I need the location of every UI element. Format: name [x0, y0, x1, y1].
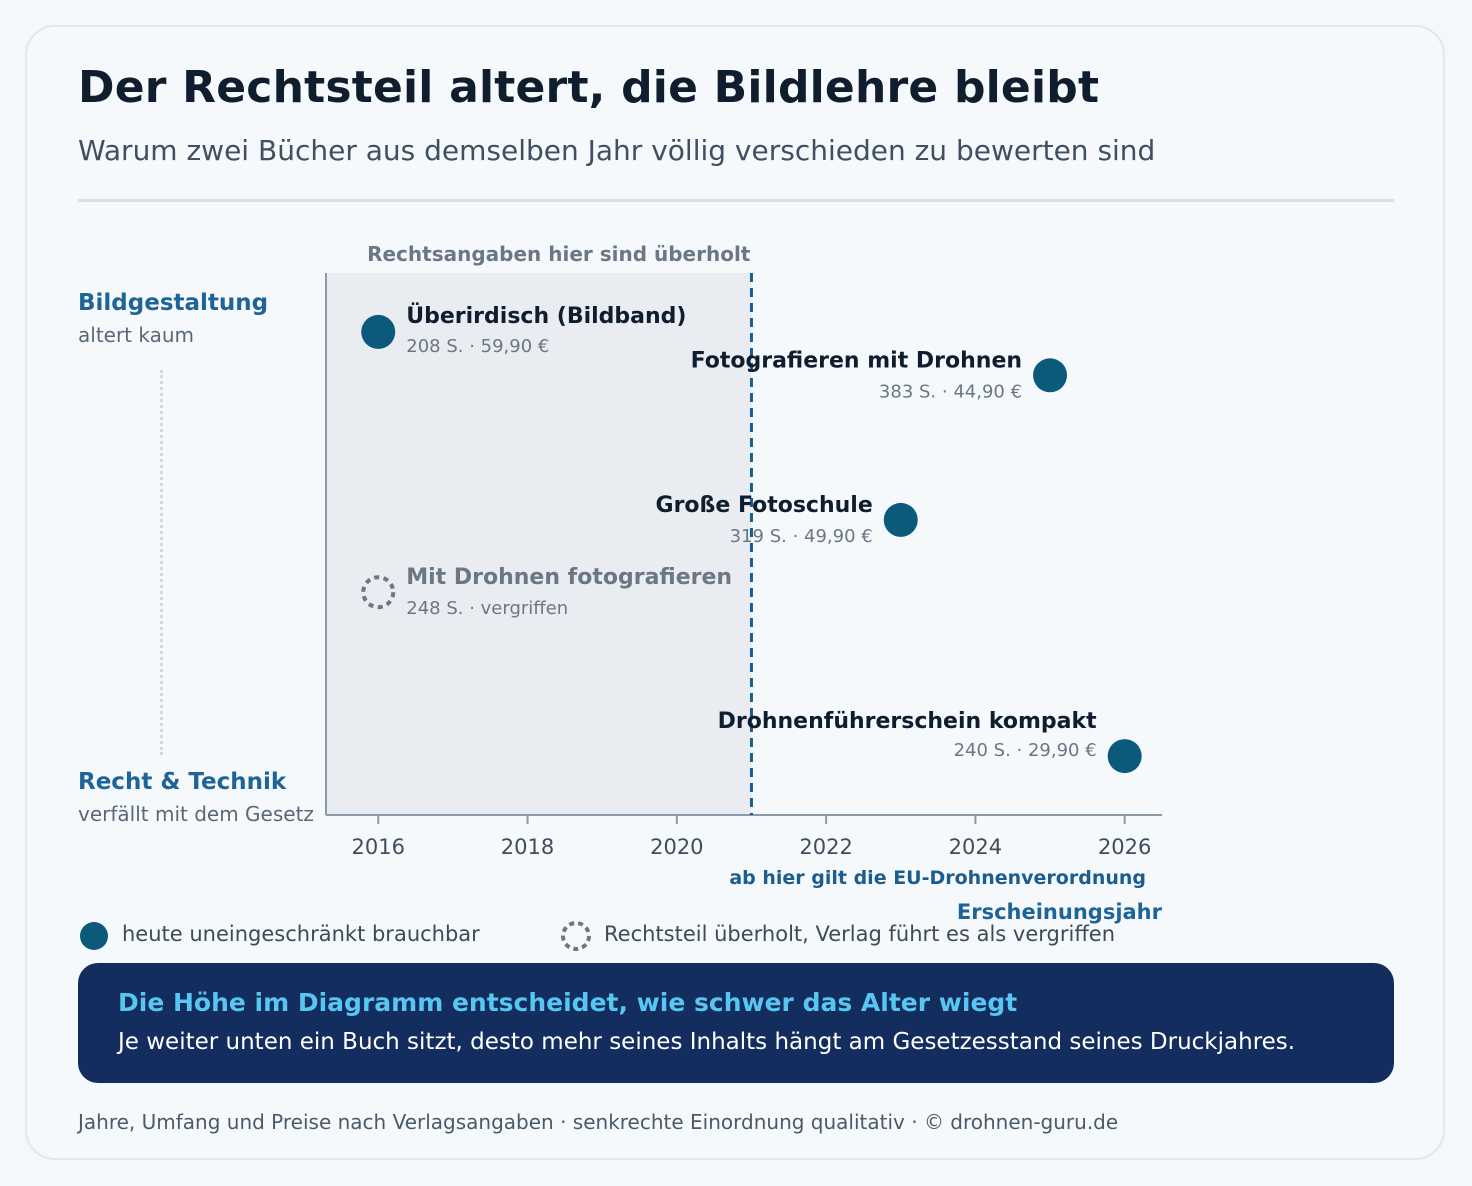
- y-axis-bottom-label: Recht & Technik: [78, 769, 287, 795]
- book-point: [883, 502, 918, 537]
- page-subtitle: Warum zwei Bücher aus demselben Jahr völ…: [78, 134, 1156, 167]
- book-detail-label: 248 S. · vergriffen: [406, 598, 568, 619]
- book-title-label: Überirdisch (Bildband): [406, 303, 686, 329]
- header-divider: [78, 199, 1394, 202]
- y-axis-top-sub: altert kaum: [78, 323, 195, 347]
- book-detail-label: 208 S. · 59,90 €: [406, 336, 549, 357]
- legend-out-of-print-label: Rechtsteil überholt, Verlag führt es als…: [604, 922, 1116, 946]
- book-title-label: Fotografieren mit Drohnen: [691, 348, 1022, 373]
- y-axis-bottom-sub: verfällt mit dem Gesetz: [78, 802, 314, 826]
- book-title-label: Mit Drohnen fotografieren: [406, 565, 732, 590]
- scatter-chart: Rechtsangaben hier sind überholt 2016 2018…: [325, 242, 1163, 924]
- book-title-label: Große Fotoschule: [656, 493, 873, 518]
- x-tick-label: 2016: [352, 835, 405, 859]
- legend-out-of-print-marker: [561, 921, 591, 951]
- book-title-label: Drohnenführerschein kompakt: [718, 709, 1098, 734]
- book-point-out-of-print: [361, 575, 396, 610]
- callout-box: Die Höhe im Diagramm entscheidet, wie sc…: [78, 963, 1394, 1083]
- legend-available-label: heute uneingeschränkt brauchbar: [122, 922, 480, 946]
- footer-note: Jahre, Umfang und Preise nach Verlagsang…: [78, 1110, 1119, 1134]
- y-axis-dotted-guide: [160, 370, 163, 755]
- callout-title: Die Höhe im Diagramm entscheidet, wie sc…: [118, 988, 1018, 1017]
- x-tick-label: 2024: [949, 835, 1002, 859]
- book-detail-label: 383 S. · 44,90 €: [879, 381, 1022, 402]
- page-title: Der Rechtsteil altert, die Bildlehre ble…: [78, 62, 1100, 113]
- shaded-region: [326, 273, 752, 815]
- book-point: [1107, 739, 1142, 774]
- book-point: [361, 314, 396, 349]
- book-detail-label: 319 S. · 49,90 €: [730, 526, 873, 547]
- x-axis-title: Erscheinungsjahr: [957, 900, 1163, 924]
- x-tick-label: 2022: [799, 835, 852, 859]
- book-point: [1033, 358, 1068, 393]
- x-tick-label: 2018: [501, 835, 554, 859]
- callout-body: Je weiter unten ein Buch sitzt, desto me…: [118, 1029, 1296, 1055]
- x-tick-label: 2026: [1098, 835, 1151, 859]
- book-detail-label: 240 S. · 29,90 €: [954, 740, 1097, 761]
- shaded-region-label: Rechtsangaben hier sind überholt: [367, 242, 751, 266]
- y-axis-top-label: Bildgestaltung: [78, 290, 269, 316]
- legend-available-marker: [80, 922, 108, 950]
- x-tick-label: 2020: [650, 835, 703, 859]
- reference-line-label: ab hier gilt die EU-Drohnenverordnung: [729, 867, 1146, 889]
